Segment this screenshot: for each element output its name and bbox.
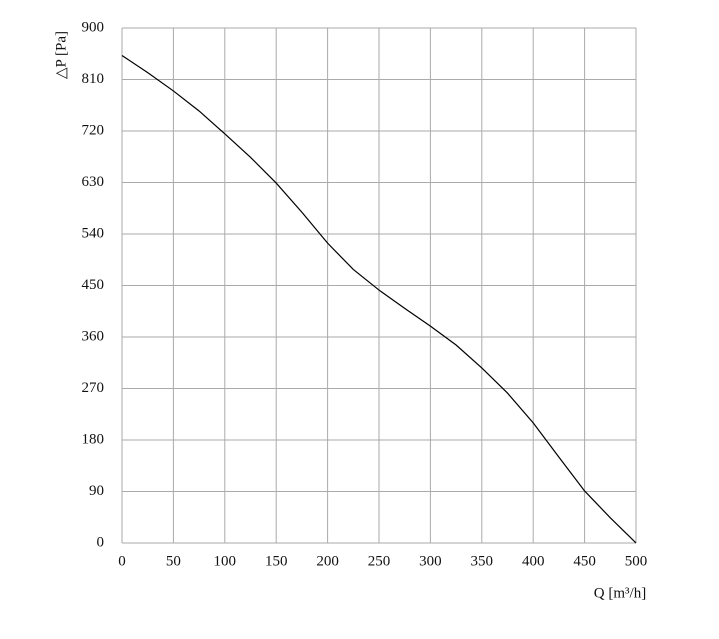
y-tick-label: 360 (82, 328, 105, 344)
x-tick-label: 450 (573, 553, 596, 569)
y-tick-label: 90 (89, 483, 104, 499)
y-tick-label: 0 (97, 534, 105, 550)
y-tick-label: 180 (82, 431, 105, 447)
x-tick-label: 50 (166, 553, 181, 569)
y-tick-label: 630 (82, 174, 105, 190)
x-tick-label: 0 (118, 553, 126, 569)
x-tick-label: 500 (625, 553, 648, 569)
x-tick-label: 200 (316, 553, 339, 569)
x-tick-label: 150 (265, 553, 288, 569)
data-line (121, 54, 637, 544)
x-tick-label: 350 (471, 553, 494, 569)
x-axis-label: Q [m³/h] (594, 585, 646, 601)
x-tick-label: 250 (368, 553, 391, 569)
x-tick-label: 100 (214, 553, 237, 569)
y-tick-label: 900 (82, 19, 105, 35)
y-axis-label: △P [Pa] (53, 31, 69, 79)
x-tick-label: 400 (522, 553, 545, 569)
y-tick-label: 540 (82, 225, 105, 241)
y-tick-label: 450 (82, 277, 105, 293)
y-tick-label: 720 (82, 122, 105, 138)
x-tick-label: 300 (419, 553, 442, 569)
y-tick-label: 270 (82, 380, 105, 396)
y-tick-label: 810 (82, 71, 105, 87)
